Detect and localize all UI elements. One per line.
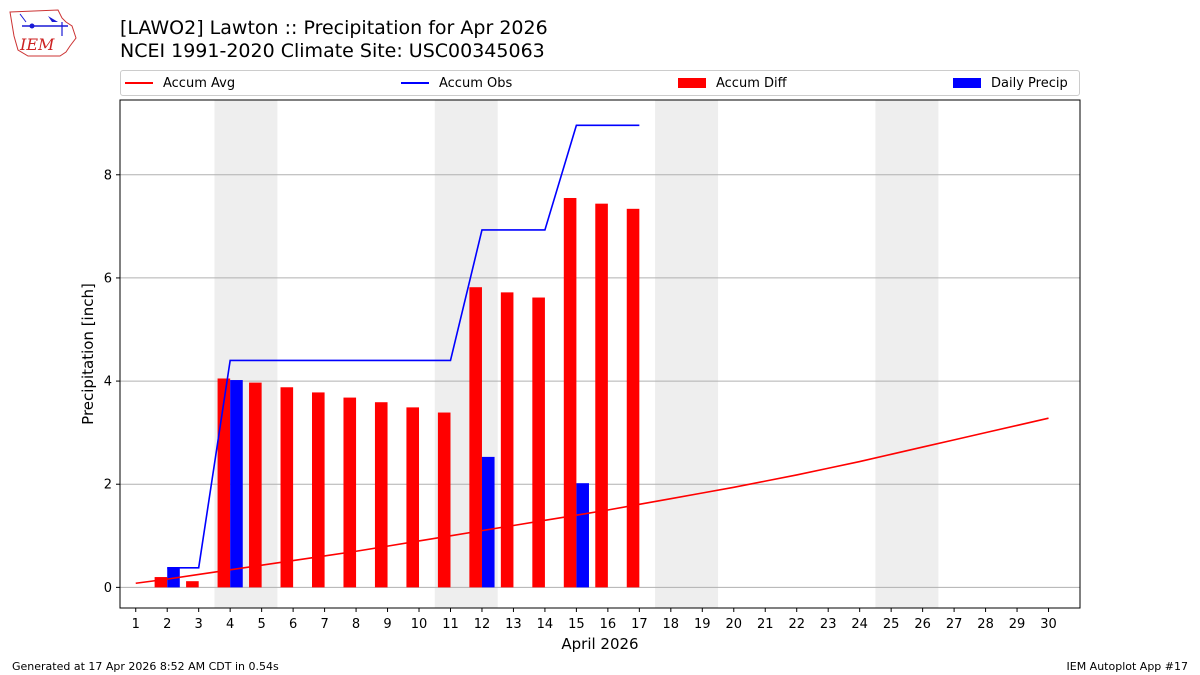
accum-diff-bar (532, 297, 545, 588)
x-tick-label: 4 (226, 617, 234, 632)
legend-swatch-accum-avg (125, 82, 153, 84)
accum-diff-bar (469, 287, 482, 588)
app-label: IEM Autoplot App #17 (1066, 660, 1189, 673)
y-axis-label: Precipitation [inch] (79, 283, 97, 425)
accum-diff-bar (563, 197, 577, 588)
iem-logo: IEM (8, 6, 80, 62)
legend-label-daily-precip: Daily Precip (991, 75, 1068, 91)
x-tick-label: 16 (600, 617, 617, 632)
daily-precip-bar (481, 456, 495, 588)
x-tick-label: 3 (195, 617, 203, 632)
y-tick-label: 8 (104, 168, 112, 183)
daily-precip-bar (230, 380, 243, 588)
chart-title: [LAWO2] Lawton :: Precipitation for Apr … (120, 17, 548, 39)
x-tick-label: 2 (163, 617, 171, 632)
x-tick-label: 14 (537, 617, 554, 632)
accum-diff-bar (626, 208, 640, 588)
plot-frame (119, 99, 1081, 609)
x-tick-label: 26 (914, 617, 931, 632)
accum-diff-bar (343, 397, 357, 588)
x-tick-label: 17 (631, 617, 648, 632)
x-tick-label: 19 (694, 617, 711, 632)
x-tick-label: 7 (320, 617, 328, 632)
x-tick-label: 11 (442, 617, 459, 632)
legend-swatch-accum-obs (401, 82, 429, 84)
accum-diff-bar (312, 392, 325, 588)
x-tick-label: 22 (788, 617, 805, 632)
legend-label-accum-diff: Accum Diff (716, 75, 787, 91)
y-tick-label: 0 (104, 581, 112, 596)
x-tick-label: 15 (568, 617, 585, 632)
accum-diff-bar (217, 378, 231, 588)
x-tick-label: 8 (352, 617, 360, 632)
x-tick-label: 12 (474, 617, 491, 632)
legend-label-accum-obs: Accum Obs (439, 75, 513, 91)
weekend-shade (655, 100, 719, 608)
accum-obs-line (167, 124, 640, 569)
x-axis-label: April 2026 (561, 635, 638, 653)
accum-diff-bar (249, 382, 262, 588)
legend-item-daily-precip: Daily Precip (953, 71, 1068, 95)
x-tick-label: 23 (820, 617, 837, 632)
x-tick-label: 9 (383, 617, 391, 632)
legend-swatch-daily-precip (953, 78, 981, 88)
y-tick-label: 4 (104, 375, 112, 390)
daily-precip-bar (576, 483, 589, 588)
y-tick-label: 6 (104, 271, 112, 286)
accum-diff-bar (437, 412, 451, 588)
x-tick-label: 21 (757, 617, 774, 632)
accum-diff-bar (406, 407, 420, 588)
y-tick-label: 2 (104, 478, 112, 493)
x-tick-label: 24 (851, 617, 868, 632)
x-tick-label: 29 (1009, 617, 1026, 632)
legend-item-accum-obs: Accum Obs (401, 71, 512, 95)
accum-diff-bar (154, 577, 168, 588)
x-tick-label: 5 (257, 617, 265, 632)
x-tick-label: 1 (132, 617, 140, 632)
legend-item-accum-diff: Accum Diff (678, 71, 787, 95)
accum-diff-bar (280, 387, 294, 588)
accum-diff-bar (374, 402, 388, 588)
x-tick-label: 30 (1040, 617, 1057, 632)
logo-text: IEM (19, 35, 55, 54)
x-tick-label: 20 (725, 617, 742, 632)
weekend-shade (875, 100, 939, 608)
x-tick-label: 18 (663, 617, 680, 632)
x-tick-label: 25 (883, 617, 900, 632)
legend-label-accum-avg: Accum Avg (163, 75, 236, 91)
x-tick-label: 10 (411, 617, 428, 632)
legend-item-accum-avg: Accum Avg (125, 71, 235, 95)
x-tick-label: 28 (977, 617, 994, 632)
accum-avg-line (135, 417, 1049, 585)
x-tick-label: 27 (946, 617, 963, 632)
generated-timestamp: Generated at 17 Apr 2026 8:52 AM CDT in … (12, 660, 279, 673)
chart-subtitle: NCEI 1991-2020 Climate Site: USC00345063 (120, 40, 545, 62)
legend: Accum Avg Accum Obs Accum Diff Daily Pre… (120, 70, 1080, 96)
x-tick-label: 13 (505, 617, 522, 632)
x-tick-label: 6 (289, 617, 297, 632)
accum-diff-bar (500, 292, 514, 588)
accum-diff-bar (186, 581, 199, 588)
accum-diff-bar (595, 203, 608, 588)
legend-swatch-accum-diff (678, 78, 706, 88)
